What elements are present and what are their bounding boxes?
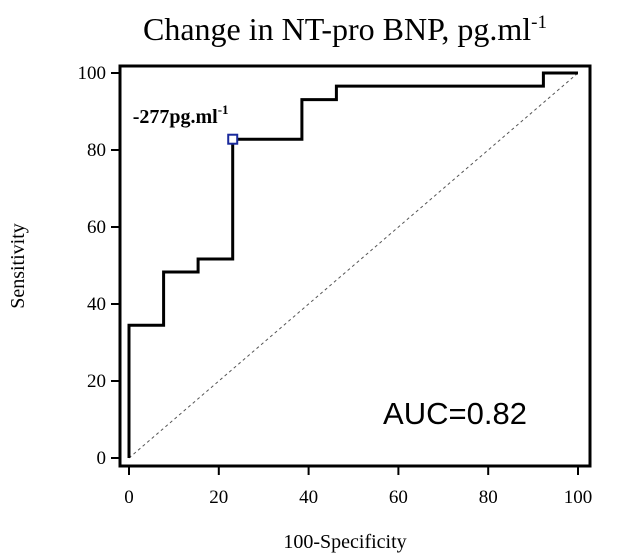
cutoff-label-text: -277pg.ml xyxy=(133,106,218,128)
cutoff-label: -277pg.ml-1 xyxy=(133,102,229,128)
x-axis-label: 100-Specificity xyxy=(283,531,406,553)
y-tick-label: 60 xyxy=(87,217,106,238)
x-tick-label: 0 xyxy=(124,487,134,508)
x-tick-label: 80 xyxy=(479,487,498,508)
y-tick-label: 100 xyxy=(78,63,107,84)
y-tick-label: 40 xyxy=(87,294,106,315)
reference-diagonal-line xyxy=(128,72,579,459)
plot-frame xyxy=(118,64,592,468)
y-tick-label: 0 xyxy=(97,448,107,469)
x-tick-label: 100 xyxy=(564,487,593,508)
cutoff-label-superscript: -1 xyxy=(218,102,229,117)
y-axis-ticks: 0 20 40 60 80 100 xyxy=(78,63,120,469)
chart-title: Change in NT-pro BNP, pg.ml-1 xyxy=(143,11,547,47)
chart-title-text: Change in NT-pro BNP, pg.ml xyxy=(143,11,531,47)
y-axis-label: Sensitivity xyxy=(7,223,29,309)
x-tick-label: 40 xyxy=(299,487,318,508)
x-tick-label: 20 xyxy=(209,487,228,508)
x-tick-label: 60 xyxy=(389,487,408,508)
auc-annotation: AUC=0.82 xyxy=(383,396,527,431)
y-tick-label: 80 xyxy=(87,140,106,161)
x-axis-ticks: 0 20 40 60 80 100 xyxy=(124,466,592,508)
chart-title-superscript: -1 xyxy=(531,12,547,33)
y-tick-label: 20 xyxy=(87,371,106,392)
cutoff-point-marker xyxy=(227,133,239,145)
